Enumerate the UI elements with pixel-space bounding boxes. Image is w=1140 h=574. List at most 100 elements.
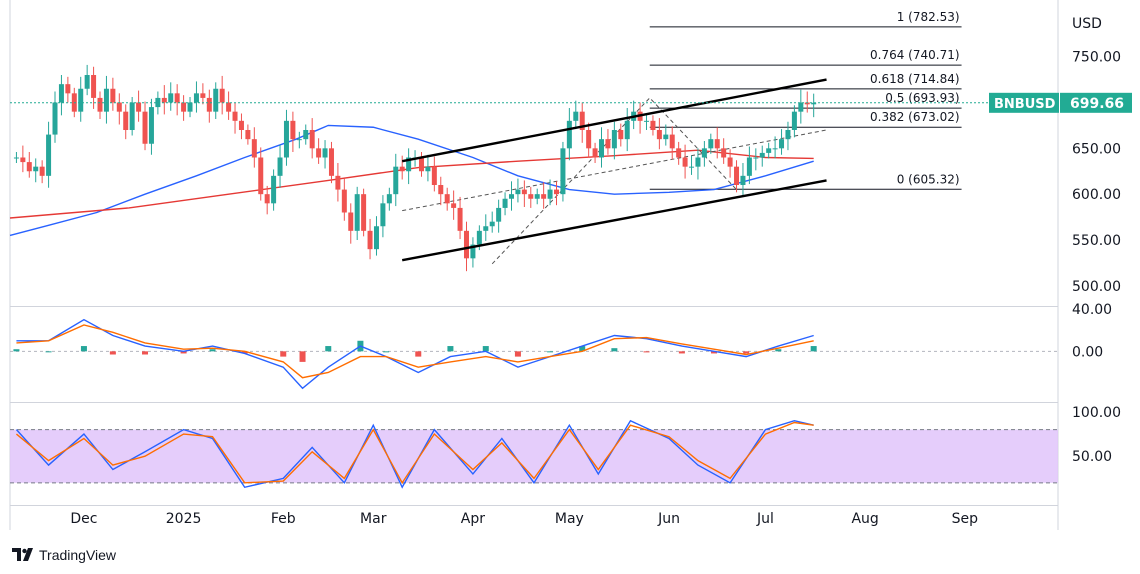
macd-hist-bar [678, 351, 685, 354]
candle-body [46, 134, 52, 176]
candle-body [560, 148, 566, 195]
candle-body [380, 203, 386, 227]
candle-body [200, 93, 206, 98]
candle-body [766, 148, 772, 153]
macd-macd-line [16, 318, 814, 390]
candle-body [219, 88, 225, 103]
time-tick-label: Apr [461, 511, 485, 527]
candle-body [322, 148, 328, 158]
candle-body [33, 166, 39, 172]
macd-hist-bar [325, 346, 332, 352]
macd-hist-bar [280, 351, 287, 357]
macd-hist-bar [142, 351, 149, 355]
candle-body [277, 157, 283, 176]
macd-tick-label: 40.00 [1072, 302, 1112, 318]
candle-body [296, 139, 302, 141]
macd-hist-bar [810, 346, 817, 352]
last-price-label: 699.66 [1070, 96, 1124, 112]
candle-body [547, 189, 553, 199]
macd-hist-bar [775, 349, 782, 352]
candle-body [258, 157, 264, 195]
symbol-badge[interactable] [989, 92, 1059, 113]
candle-body [791, 111, 797, 130]
macd-hist-bar [611, 348, 618, 352]
macd-hist-bar [482, 346, 489, 352]
macd-hist-bar [109, 351, 116, 355]
candle-body [740, 175, 746, 185]
candle-body [804, 102, 810, 105]
candle-body [264, 194, 270, 204]
candle-body [444, 194, 450, 204]
price-tick-label: 600.00 [1072, 187, 1121, 203]
candle-body [328, 148, 334, 176]
candle-body [245, 130, 251, 140]
candle-body [97, 97, 103, 112]
tradingview-brand[interactable]: TradingView [12, 545, 116, 565]
candle-body [238, 120, 244, 130]
chart-root[interactable]: 750.00700.00650.00600.00550.00500.00USD4… [0, 0, 1140, 540]
candle-body [271, 175, 277, 204]
macd-hist-bar [579, 346, 586, 352]
candle-body [528, 194, 534, 199]
candle-body [515, 189, 521, 195]
candle-body [611, 130, 617, 149]
candle-body [58, 84, 64, 103]
fib-level-label: 0.764 (740.71) [870, 48, 960, 62]
channel-line [401, 78, 827, 163]
price-tick-label: 750.00 [1072, 50, 1121, 66]
time-tick-label: Jun [657, 511, 680, 527]
candle-body [103, 88, 109, 112]
macd-hist-bar [209, 349, 216, 352]
candle-body [161, 97, 167, 103]
candle-body [13, 157, 19, 159]
candle-body [451, 203, 457, 208]
macd-hist-bar [241, 351, 248, 354]
candle-body [418, 157, 424, 172]
candle-body [193, 93, 199, 103]
candle-body [489, 221, 495, 227]
candle-body [136, 102, 142, 112]
candle-body [656, 130, 662, 140]
moving-average-line [9, 149, 814, 219]
candle-body [316, 148, 322, 158]
macd-hist-bar [711, 351, 718, 354]
candle-body [579, 111, 585, 130]
candle-body [181, 102, 187, 112]
candle-body [129, 102, 135, 130]
time-tick-label: Aug [851, 511, 878, 527]
candle-body [232, 111, 238, 121]
candle-body [785, 130, 791, 140]
time-tick-label: Feb [271, 511, 296, 527]
time-tick-label: 2025 [166, 511, 202, 527]
candle-body [605, 139, 611, 149]
price-tick-label: 500.00 [1072, 279, 1121, 295]
time-tick-label: Jul [756, 511, 774, 527]
time-tick-label: Dec [70, 511, 97, 527]
candle-body [142, 111, 148, 144]
tradingview-logo-icon [12, 548, 33, 561]
candle-body [303, 130, 309, 140]
macd-tick-label: 0.00 [1072, 344, 1103, 360]
candle-body [772, 148, 778, 150]
candle-body [496, 207, 502, 222]
candle-body [463, 230, 469, 259]
candle-body [110, 88, 116, 103]
candle-body [534, 194, 540, 199]
candle-body [20, 157, 26, 163]
fib-level-label: 0 (605.32) [897, 172, 960, 186]
candle-body [599, 139, 605, 158]
price-tick-label: 550.00 [1072, 233, 1121, 249]
macd-hist-bar [547, 351, 554, 353]
candle-body [566, 120, 572, 149]
macd-hist-bar [447, 346, 454, 352]
symbol-label: BNBUSD [994, 97, 1056, 112]
candle-body [373, 226, 379, 250]
stoch-tick-label: 50.00 [1072, 449, 1112, 465]
candle-body [682, 157, 688, 167]
fib-level-label: 0.382 (673.02) [870, 110, 960, 124]
macd-hist-bar [415, 351, 422, 357]
macd-hist-bar [13, 349, 20, 352]
macd-hist-bar [80, 346, 87, 352]
candle-body [521, 189, 527, 195]
candle-body [644, 120, 650, 122]
